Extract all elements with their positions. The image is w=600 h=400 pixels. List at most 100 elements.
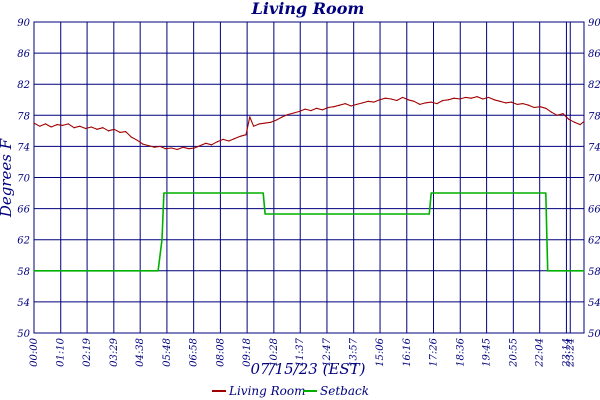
data-point (533, 106, 535, 109)
data-point (275, 119, 278, 121)
data-point (428, 213, 430, 215)
data-point (482, 98, 484, 100)
data-point (516, 103, 518, 106)
x-tick-label: 22:04 (535, 338, 546, 368)
series-points-0 (33, 96, 585, 151)
data-point (73, 127, 75, 129)
data-point (170, 147, 173, 149)
data-point (165, 148, 167, 150)
data-point (239, 135, 241, 137)
x-tick-label: 10:28 (269, 338, 280, 367)
data-point (333, 106, 335, 108)
y-tick-label-left: 50 (17, 329, 30, 340)
data-point (245, 134, 247, 136)
y-tick-label-right: 78 (588, 111, 600, 122)
data-point (176, 148, 178, 151)
data-point (50, 126, 52, 128)
data-point (430, 192, 432, 194)
data-point (33, 270, 35, 272)
data-point (487, 96, 490, 99)
data-point (205, 142, 207, 144)
series-points-1 (33, 192, 585, 272)
data-point (113, 128, 115, 130)
data-point (321, 109, 323, 111)
data-point (505, 102, 507, 104)
data-point (327, 106, 329, 109)
chart-title: Living Room (251, 0, 365, 18)
data-point (528, 104, 530, 106)
x-tick-label: 06:58 (189, 338, 200, 367)
data-point (304, 108, 306, 110)
y-tick-label-left: 54 (17, 298, 30, 309)
data-point (96, 128, 98, 130)
x-tick-label: 19:45 (482, 338, 493, 367)
data-point (44, 123, 47, 125)
data-point (102, 127, 104, 129)
data-point (270, 121, 272, 123)
data-point (310, 110, 312, 112)
data-point (84, 127, 87, 130)
data-point (442, 99, 444, 102)
data-point (350, 105, 352, 107)
data-point (281, 116, 283, 118)
data-point (157, 270, 159, 272)
data-point (253, 125, 255, 127)
data-point (424, 102, 427, 104)
y-tick-label-left: 78 (17, 111, 30, 122)
data-point (436, 103, 438, 105)
x-tick-label: 04:38 (135, 338, 146, 367)
data-point (90, 126, 92, 128)
x-tick-label: 13:57 (349, 337, 360, 366)
x-tick-label: 12:47 (322, 337, 333, 366)
data-point (159, 145, 161, 147)
data-point (79, 125, 81, 127)
data-point (419, 103, 421, 106)
x-tick-label: 03:29 (109, 337, 120, 366)
legend-label: Living Room (228, 384, 306, 398)
data-point (147, 145, 150, 147)
x-tick-label: 11:37 (295, 337, 306, 366)
data-point (233, 138, 236, 140)
y-tick-label-left: 74 (17, 142, 30, 153)
data-point (384, 97, 386, 99)
data-point (499, 100, 501, 102)
data-point (161, 239, 163, 241)
data-point (573, 121, 576, 123)
y-tick-label-left: 62 (17, 236, 30, 247)
data-point (476, 96, 478, 98)
data-point (545, 192, 547, 194)
data-point (453, 97, 455, 99)
data-point (556, 114, 558, 116)
data-point (107, 130, 110, 132)
x-tick-label: 16:16 (402, 337, 413, 366)
data-point (338, 104, 341, 106)
data-point (142, 143, 144, 145)
legend: Living Room Setback (212, 384, 369, 398)
data-point (222, 138, 224, 141)
data-point (464, 96, 467, 99)
y-tick-label-right: 50 (588, 329, 600, 340)
x-axis-label: 07/15/23 (EST) (250, 360, 365, 378)
y-axis-label: Degrees F (0, 138, 15, 218)
data-point (316, 107, 318, 109)
data-point (163, 192, 165, 194)
data-point (361, 102, 364, 104)
data-point (390, 98, 392, 100)
legend-label: Setback (320, 384, 369, 398)
data-point (264, 122, 266, 124)
data-point (298, 110, 301, 113)
data-point (136, 139, 138, 141)
data-point (547, 270, 549, 272)
data-point (539, 106, 541, 108)
data-point (344, 103, 346, 105)
data-point (56, 124, 58, 126)
data-point (119, 131, 121, 134)
x-tick-label: 23:24 (565, 338, 576, 368)
y-tick-label-left: 86 (17, 49, 30, 60)
x-tick-label: 15:06 (375, 337, 386, 366)
data-point (583, 120, 585, 123)
data-point (67, 123, 69, 125)
data-point (287, 113, 289, 116)
